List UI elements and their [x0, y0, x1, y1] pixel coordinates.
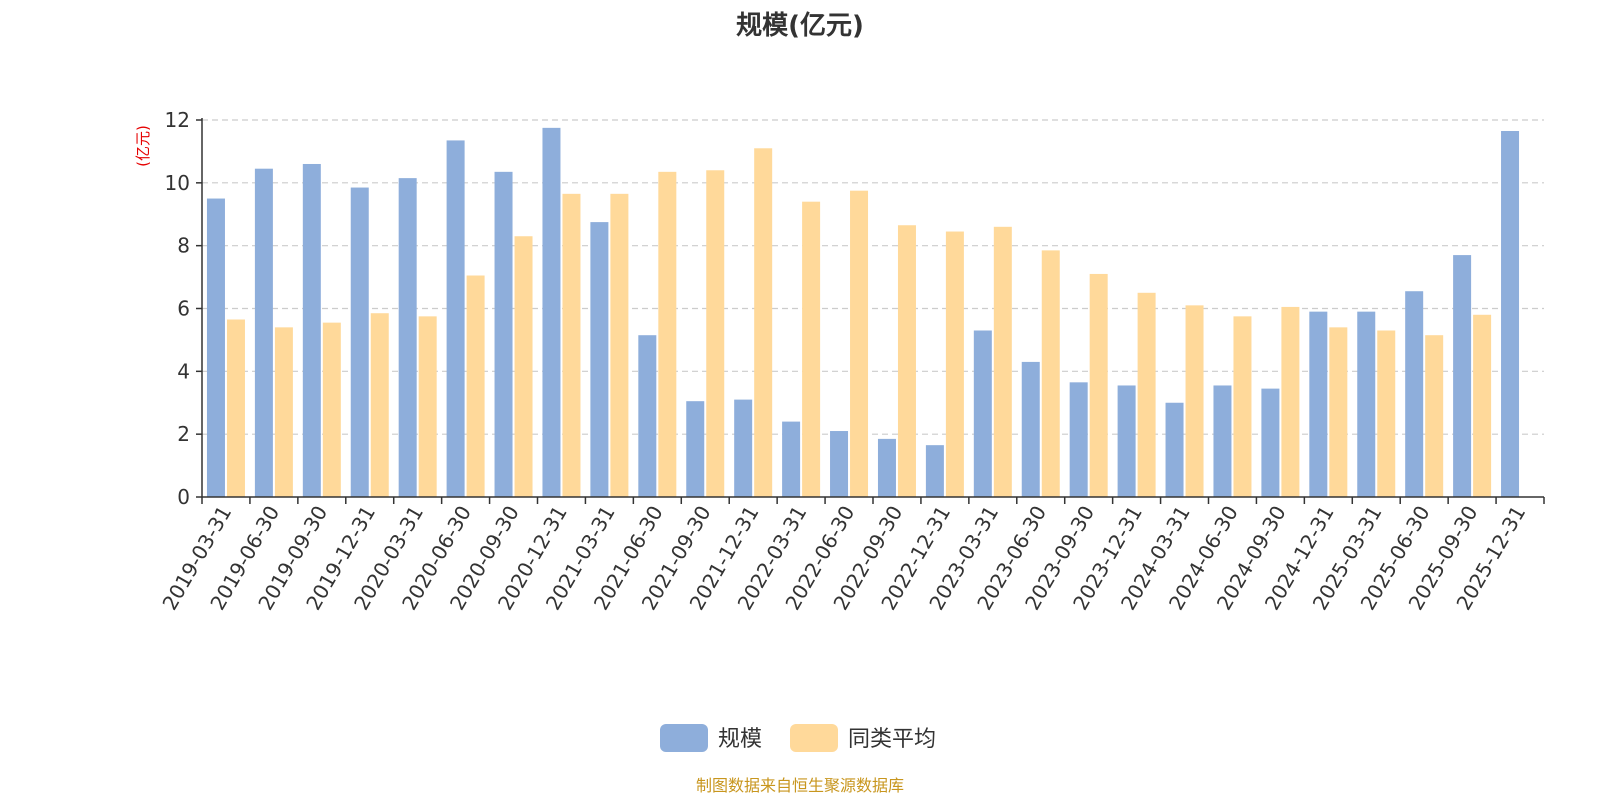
- bar-peer-average-2021-12-31[interactable]: [754, 148, 773, 497]
- y-tick-label-6: 12: [165, 108, 190, 132]
- legend[interactable]: 规模 同类平均: [660, 724, 936, 752]
- bar-scale-2020-03-31[interactable]: [398, 178, 417, 497]
- bar-peer-average-2019-06-30[interactable]: [274, 327, 293, 497]
- bar-peer-average-2024-06-30[interactable]: [1233, 316, 1252, 497]
- bars: [206, 127, 1520, 498]
- y-tick-label-0: 0: [177, 485, 190, 509]
- bar-scale-2025-12-31[interactable]: [1501, 130, 1520, 497]
- bar-peer-average-2024-12-31[interactable]: [1329, 327, 1348, 497]
- bar-scale-2021-03-31[interactable]: [590, 222, 609, 497]
- bar-scale-2025-06-30[interactable]: [1405, 291, 1424, 497]
- y-tick-label-2: 4: [177, 359, 190, 383]
- bar-scale-2019-12-31[interactable]: [350, 187, 369, 497]
- y-axis-ticks: 0 2 4 6 8 10 12: [165, 108, 202, 509]
- chart-title: 规模(亿元): [736, 11, 864, 41]
- bar-peer-average-2021-09-30[interactable]: [706, 170, 725, 497]
- bar-scale-2023-03-31[interactable]: [973, 330, 992, 497]
- bar-peer-average-2025-09-30[interactable]: [1473, 314, 1492, 497]
- bar-peer-average-2025-03-31[interactable]: [1377, 330, 1396, 497]
- bar-peer-average-2024-09-30[interactable]: [1281, 306, 1300, 497]
- bar-scale-2025-03-31[interactable]: [1357, 311, 1376, 497]
- bar-peer-average-2022-09-30[interactable]: [897, 225, 916, 497]
- bar-peer-average-2025-06-30[interactable]: [1425, 335, 1444, 497]
- bar-peer-average-2019-09-30[interactable]: [322, 322, 341, 497]
- legend-item-scale[interactable]: 规模: [660, 724, 762, 752]
- bar-scale-2020-12-31[interactable]: [542, 127, 561, 498]
- bar-scale-2023-12-31[interactable]: [1117, 385, 1136, 497]
- x-axis-ticks: 2019-03-312019-06-302019-09-302019-12-31…: [157, 497, 1545, 614]
- y-tick-label-1: 2: [177, 422, 190, 446]
- bar-scale-2023-06-30[interactable]: [1021, 361, 1040, 497]
- y-tick-label-3: 6: [177, 297, 190, 321]
- bar-scale-2022-03-31[interactable]: [782, 421, 801, 497]
- bar-peer-average-2019-12-31[interactable]: [370, 313, 389, 497]
- bar-scale-2024-03-31[interactable]: [1165, 402, 1184, 497]
- bar-peer-average-2023-06-30[interactable]: [1041, 250, 1060, 497]
- legend-swatch-peer-average: [790, 724, 838, 752]
- legend-swatch-scale: [660, 724, 708, 752]
- bar-peer-average-2023-09-30[interactable]: [1089, 273, 1108, 497]
- bar-peer-average-2020-12-31[interactable]: [562, 193, 581, 497]
- y-tick-label-5: 10: [165, 171, 190, 195]
- bar-scale-2024-09-30[interactable]: [1261, 388, 1280, 497]
- bar-scale-2022-09-30[interactable]: [877, 438, 896, 497]
- data-source-note: 制图数据来自恒生聚源数据库: [696, 776, 904, 795]
- y-tick-label-4: 8: [177, 234, 190, 258]
- bar-scale-2020-09-30[interactable]: [494, 171, 513, 497]
- bar-scale-2020-06-30[interactable]: [446, 140, 465, 497]
- bar-scale-2024-12-31[interactable]: [1309, 311, 1328, 497]
- bar-peer-average-2023-03-31[interactable]: [993, 226, 1012, 498]
- legend-label-peer-average: 同类平均: [848, 727, 936, 752]
- bar-scale-2021-06-30[interactable]: [638, 335, 657, 497]
- bar-scale-2022-12-31[interactable]: [925, 445, 944, 497]
- bar-scale-2024-06-30[interactable]: [1213, 385, 1232, 497]
- bar-scale-2021-12-31[interactable]: [734, 399, 753, 497]
- bar-peer-average-2020-06-30[interactable]: [466, 275, 485, 497]
- bar-peer-average-2020-09-30[interactable]: [514, 236, 533, 497]
- bar-peer-average-2020-03-31[interactable]: [418, 316, 437, 497]
- legend-item-peer-average[interactable]: 同类平均: [790, 724, 936, 752]
- bar-scale-2019-03-31[interactable]: [206, 198, 225, 497]
- legend-label-scale: 规模: [718, 727, 762, 752]
- bar-peer-average-2021-06-30[interactable]: [658, 171, 677, 497]
- bar-scale-2021-09-30[interactable]: [686, 401, 705, 497]
- bar-peer-average-2022-03-31[interactable]: [802, 201, 821, 497]
- bar-peer-average-2022-12-31[interactable]: [945, 231, 964, 497]
- bar-scale-2022-06-30[interactable]: [830, 431, 849, 497]
- bar-scale-2025-09-30[interactable]: [1453, 255, 1472, 497]
- bar-scale-2019-09-30[interactable]: [302, 163, 321, 497]
- bar-peer-average-2023-12-31[interactable]: [1137, 292, 1156, 497]
- bar-scale-2019-06-30[interactable]: [254, 168, 273, 497]
- bar-peer-average-2022-06-30[interactable]: [850, 190, 869, 497]
- y-axis-unit-label: (亿元): [134, 125, 152, 167]
- bar-peer-average-2019-03-31[interactable]: [226, 319, 245, 497]
- bar-scale-2023-09-30[interactable]: [1069, 382, 1088, 497]
- bar-peer-average-2021-03-31[interactable]: [610, 193, 629, 497]
- bar-peer-average-2024-03-31[interactable]: [1185, 305, 1204, 497]
